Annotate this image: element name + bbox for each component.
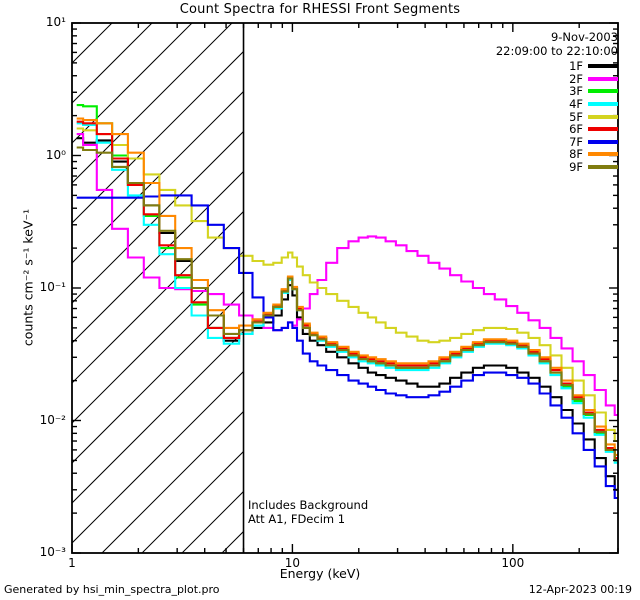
data-series-group [76,104,618,500]
legend-label: 2F [569,71,583,86]
legend-color-swatch [588,165,618,170]
y-tick-label: 10⁻¹ [39,280,66,294]
legend-color-swatch [588,114,618,119]
legend-label: 8F [569,147,583,162]
plot-frame [71,22,619,554]
y-axis-label: counts cm⁻² s⁻¹ keV⁻¹ [20,208,36,347]
footer-generator: Generated by hsi_min_spectra_plot.pro [4,583,220,596]
x-tick-label: 100 [501,556,525,570]
series-line-2f [76,133,618,417]
legend-item-5f: 5F [569,109,618,124]
series-line-7f [76,194,618,500]
observation-datetime: 9-Nov-2003 22:09:00 to 22:10:00 [496,30,618,58]
hatch-line [72,23,233,184]
legend-color-swatch [588,127,618,132]
legend-item-2f: 2F [569,71,618,86]
hatch-line [72,50,244,224]
legend: 1F 2F 3F 4F 5F 6F 7F 8F 9F [569,59,618,175]
legend-item-7f: 7F [569,134,618,149]
x-axis-label: Energy (keV) [279,566,361,581]
legend-label: 4F [569,97,583,112]
hatch-line [72,250,244,424]
hatch-line [72,90,244,264]
legend-item-9f: 9F [569,160,618,175]
footer-timestamp: 12-Apr-2023 00:19 [528,583,632,596]
legend-color-swatch [588,152,618,157]
plot-annotation: Includes Background Att A1, FDecim 1 [248,498,369,526]
y-tick-label: 10¹ [45,15,66,29]
x-tick-label: 1 [68,556,76,570]
axis-ticks [71,22,619,554]
legend-label: 7F [569,134,583,149]
series-line-6f [76,120,618,460]
legend-item-6f: 6F [569,122,618,137]
hatch-line [622,23,640,553]
legend-label: 1F [569,59,583,74]
series-line-3f [76,104,618,462]
annotation-line-1: Includes Background [248,498,369,512]
page-title: Count Spectra for RHESSI Front Segments [179,2,461,17]
observation-time-range: 22:09:00 to 22:10:00 [495,44,618,58]
y-tick-label: 10⁻³ [39,545,66,559]
legend-item-1f: 1F [569,59,618,74]
y-tick-label: 10⁻² [39,412,66,427]
hatch-line [72,170,244,344]
y-tick-label: 10⁰ [45,147,66,162]
legend-label: 6F [569,122,583,137]
legend-item-8f: 8F [569,147,618,162]
series-line-1f [76,137,618,491]
observation-date: 9-Nov-2003 [550,30,618,44]
hatch-line [72,23,193,144]
annotation-line-2: Att A1, FDecim 1 [248,511,346,526]
hatch-line [72,330,244,504]
hatch-line [141,450,244,553]
series-line-8f [76,117,618,456]
series-line-9f [76,146,618,462]
hatch-line [72,370,244,544]
legend-color-swatch [588,102,618,107]
legend-color-swatch [588,89,618,94]
legend-item-3f: 3F [569,84,618,99]
series-line-5f [76,127,618,443]
hatch-line [101,410,244,553]
legend-color-swatch [588,139,618,144]
legend-color-swatch [588,64,618,69]
legend-item-4f: 4F [569,97,618,112]
legend-label: 5F [569,109,583,124]
legend-label: 9F [569,160,583,175]
legend-color-swatch [588,76,618,81]
x-tick-label: 10 [284,556,301,570]
hatch-line [72,130,244,304]
legend-label: 3F [569,84,583,99]
